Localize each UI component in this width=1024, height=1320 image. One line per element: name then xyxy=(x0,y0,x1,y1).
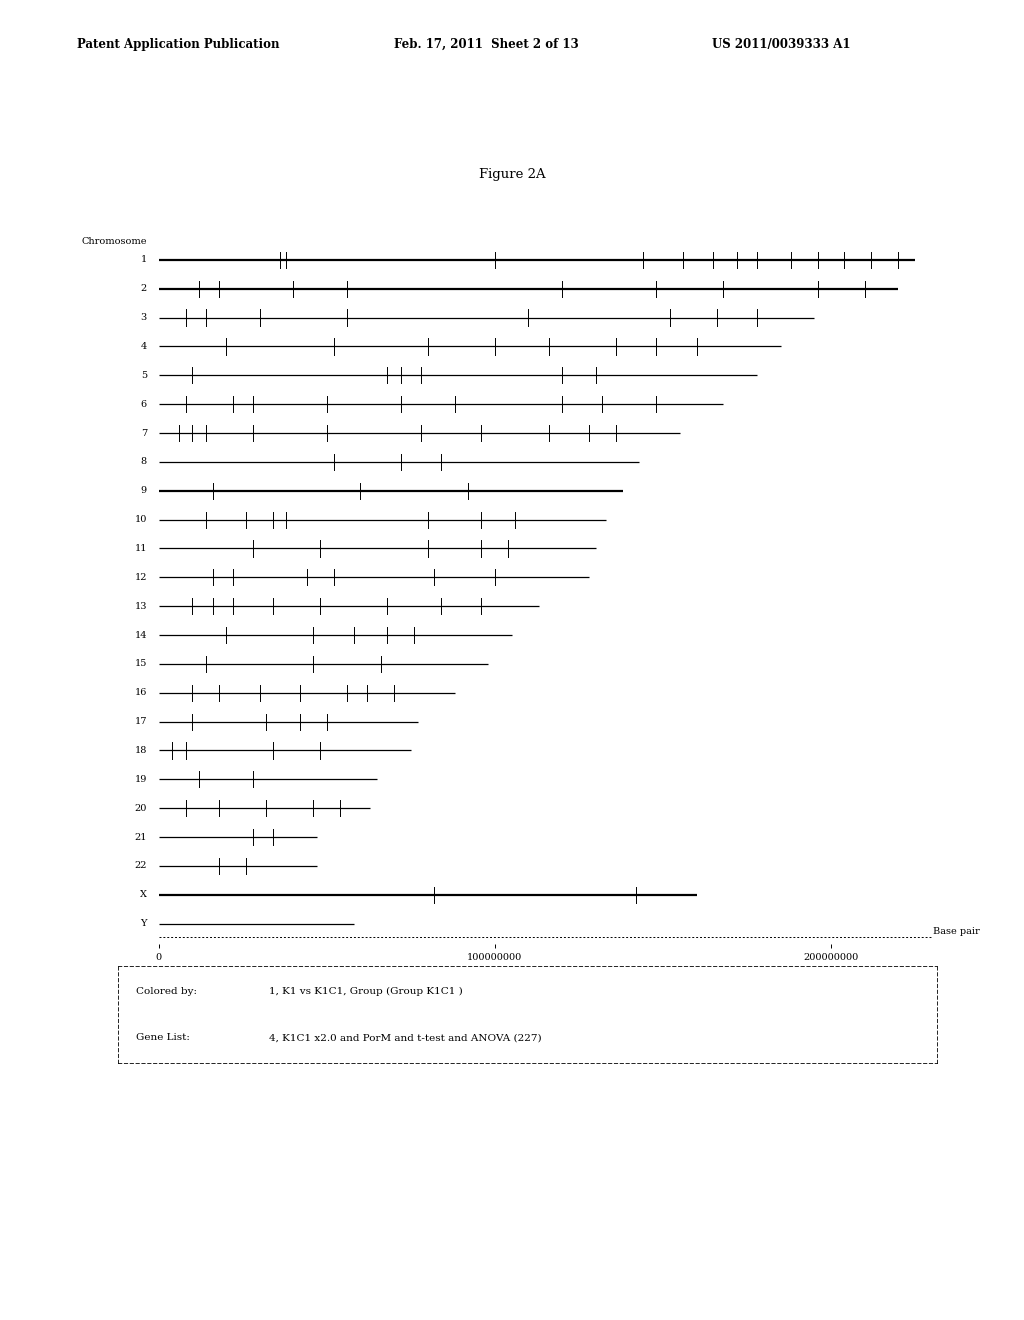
Text: 2: 2 xyxy=(140,284,147,293)
Text: 14: 14 xyxy=(134,631,147,639)
Text: Colored by:: Colored by: xyxy=(136,987,197,995)
Text: 16: 16 xyxy=(134,688,147,697)
Text: X: X xyxy=(140,890,147,899)
Text: 4, K1C1 x2.0 and PorM and t-test and ANOVA (227): 4, K1C1 x2.0 and PorM and t-test and ANO… xyxy=(269,1034,542,1041)
Text: 8: 8 xyxy=(141,457,147,466)
Text: Figure 2A: Figure 2A xyxy=(478,168,546,181)
Text: 13: 13 xyxy=(134,602,147,611)
Text: 22: 22 xyxy=(134,862,147,870)
Text: 12: 12 xyxy=(134,573,147,582)
Text: 1, K1 vs K1C1, Group (Group K1C1 ): 1, K1 vs K1C1, Group (Group K1C1 ) xyxy=(269,987,463,995)
Text: 18: 18 xyxy=(134,746,147,755)
Text: 15: 15 xyxy=(134,660,147,668)
Text: 4: 4 xyxy=(140,342,147,351)
Text: 9: 9 xyxy=(141,486,147,495)
Text: 6: 6 xyxy=(141,400,147,409)
Text: 20: 20 xyxy=(134,804,147,813)
Text: Chromosome: Chromosome xyxy=(82,236,147,246)
Text: 7: 7 xyxy=(140,429,147,437)
Text: 11: 11 xyxy=(134,544,147,553)
Text: 3: 3 xyxy=(140,313,147,322)
Text: 1: 1 xyxy=(140,255,147,264)
Text: US 2011/0039333 A1: US 2011/0039333 A1 xyxy=(712,37,850,50)
Text: 21: 21 xyxy=(134,833,147,842)
Text: 5: 5 xyxy=(141,371,147,380)
Text: 19: 19 xyxy=(134,775,147,784)
Text: Patent Application Publication: Patent Application Publication xyxy=(77,37,280,50)
Text: Feb. 17, 2011  Sheet 2 of 13: Feb. 17, 2011 Sheet 2 of 13 xyxy=(394,37,579,50)
Text: Base pair: Base pair xyxy=(934,927,980,936)
Text: 10: 10 xyxy=(134,515,147,524)
Text: Gene List:: Gene List: xyxy=(136,1034,189,1041)
Text: Y: Y xyxy=(140,919,147,928)
Text: 17: 17 xyxy=(134,717,147,726)
